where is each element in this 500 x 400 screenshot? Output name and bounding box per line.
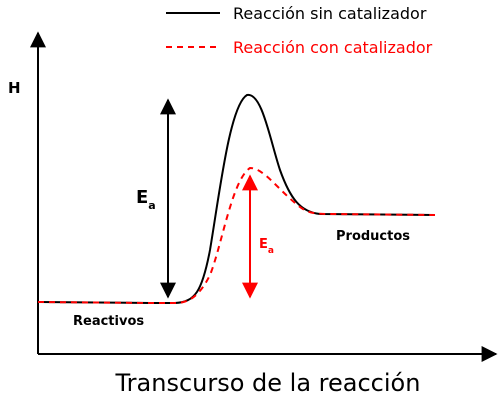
legend-label-uncatalyzed: Reacción sin catalizador [233, 4, 427, 23]
x-axis-label: Transcurso de la reacción [115, 369, 421, 397]
legend-label-catalyzed: Reacción con catalizador [233, 38, 433, 57]
ea-label-uncatalyzed: Ea [136, 187, 156, 212]
ea-catalyzed-main: E [259, 237, 268, 252]
ea-uncatalyzed-sub: a [148, 199, 155, 212]
products-label: Productos [336, 229, 410, 244]
ea-uncatalyzed-main: E [136, 187, 148, 208]
ea-catalyzed-sub: a [268, 246, 274, 256]
reactants-label: Reactivos [73, 314, 144, 329]
ea-label-catalyzed: Ea [259, 237, 274, 256]
curve-uncatalyzed [37, 94, 436, 304]
legend: Reacción sin catalizador Reacción con ca… [166, 4, 433, 57]
y-axis-label: H [8, 79, 21, 97]
